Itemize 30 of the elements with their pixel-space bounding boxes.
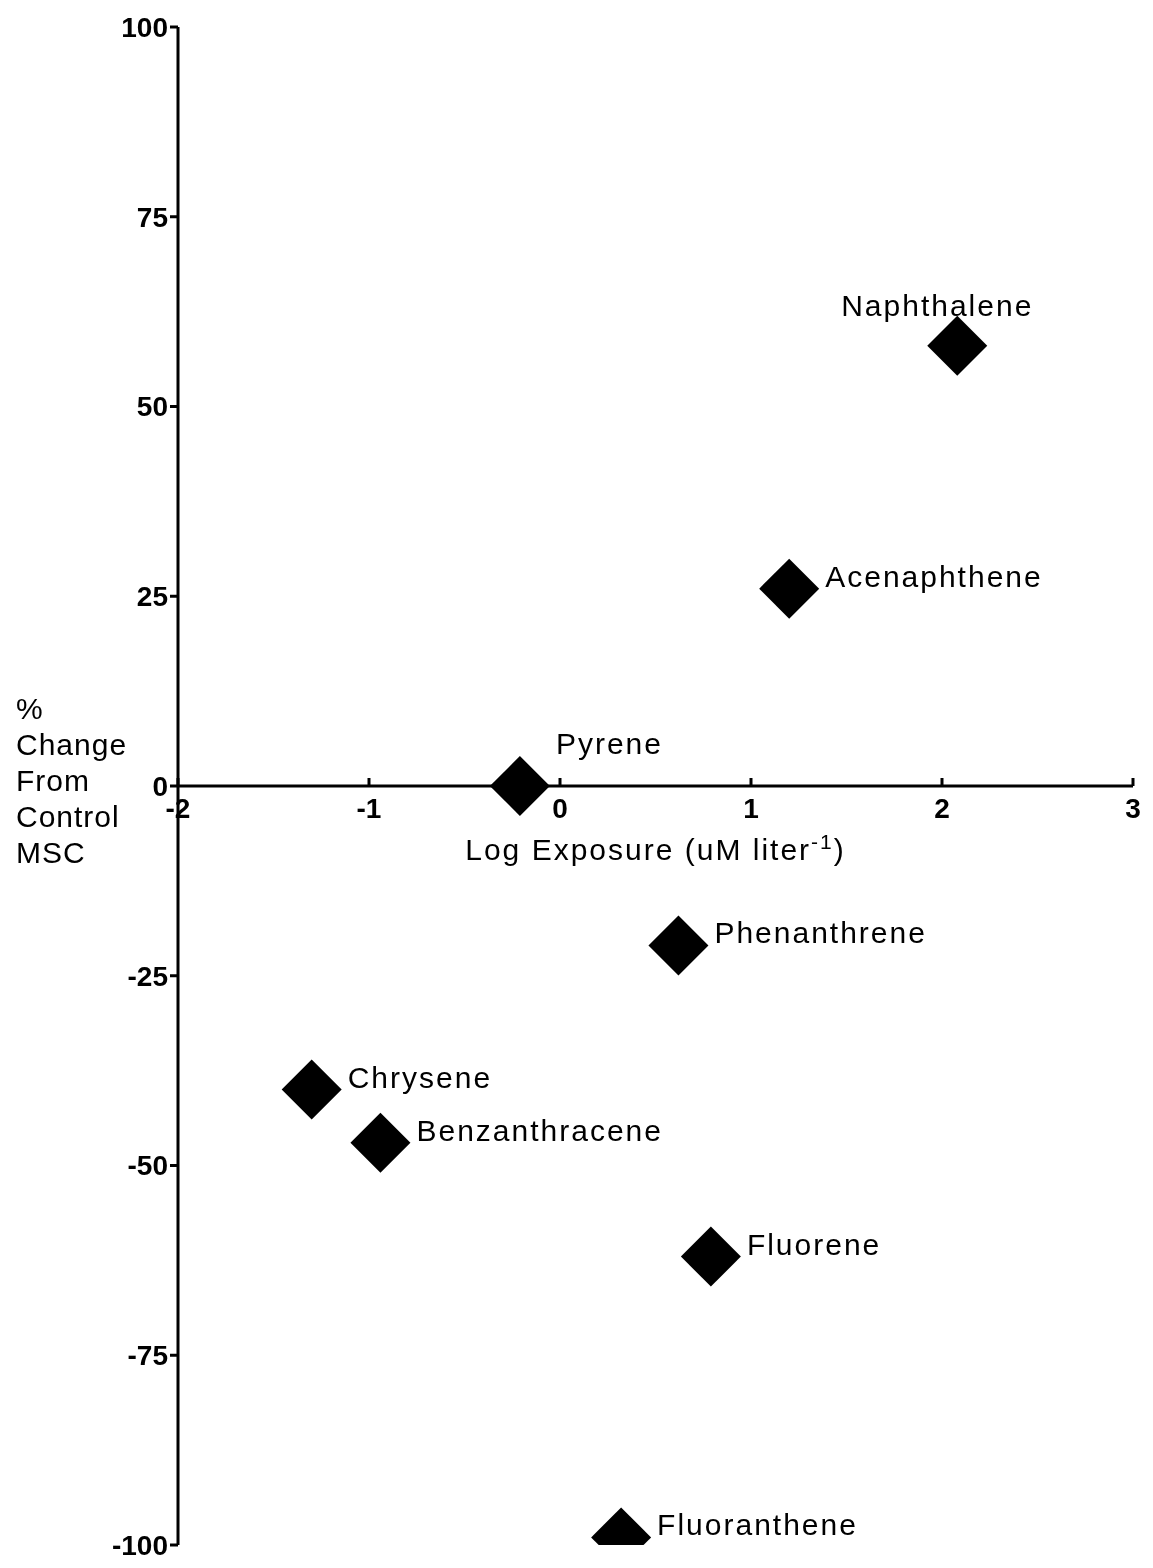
- y-tick-label: 75: [136, 201, 168, 233]
- y-tick-label: 0: [152, 770, 168, 802]
- annotation: Benzanthracene: [416, 1113, 663, 1147]
- y-tick-label: -50: [127, 1150, 168, 1182]
- y-tick-label: 50: [136, 391, 168, 423]
- x-tick-label: 0: [552, 793, 568, 824]
- annotation: Fluorene: [746, 1227, 882, 1261]
- annotation: Chrysene: [347, 1060, 493, 1094]
- point: [759, 558, 820, 619]
- y-tick-label: -75: [127, 1340, 168, 1372]
- y-tick-label: 25: [136, 581, 168, 613]
- x-tick-label: -1: [356, 793, 382, 824]
- annotation: Phenanthrene: [714, 916, 927, 950]
- point: [648, 915, 709, 976]
- x-tick-label: 3: [1125, 793, 1141, 824]
- x-tick-label: 2: [934, 793, 950, 824]
- x-axis-title: Log Exposure (uM liter$^{-1}$): [465, 829, 846, 866]
- y-tick-label: -100: [111, 1529, 168, 1561]
- annotation: Fluoranthene: [657, 1508, 858, 1542]
- x-tick-label: 1: [743, 793, 759, 824]
- y-tick-label: 100: [121, 11, 168, 43]
- point: [281, 1059, 342, 1120]
- annotation: Pyrene: [555, 727, 663, 760]
- point: [489, 756, 550, 816]
- point: [350, 1112, 411, 1173]
- point: [680, 1226, 741, 1287]
- y-axis-title: % Change From Control MSC: [16, 691, 129, 871]
- annotation: Naphthalene: [841, 288, 1034, 322]
- annotation: Acenaphthene: [825, 559, 1043, 593]
- y-tick-label: -25: [127, 960, 168, 992]
